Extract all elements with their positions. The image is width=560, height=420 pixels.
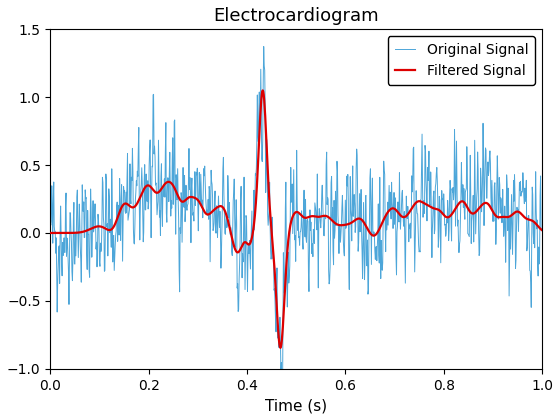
Original Signal — [538, 227, 545, 232]
Filtered Signal — [47, 231, 54, 236]
Legend: Original Signal, Filtered Signal: Original Signal, Filtered Signal — [388, 36, 535, 85]
Filtered Signal — [264, 155, 270, 160]
Line: Filtered Signal: Filtered Signal — [50, 90, 542, 348]
Original Signal — [47, 220, 54, 225]
Filtered Signal — [97, 224, 104, 229]
X-axis label: Time (s): Time (s) — [265, 398, 327, 413]
Filtered Signal — [431, 206, 438, 211]
Filtered Signal — [440, 212, 446, 217]
Filtered Signal — [538, 227, 545, 232]
Filtered Signal — [259, 88, 266, 93]
Title: Electrocardiogram: Electrocardiogram — [213, 7, 379, 25]
Line: Original Signal: Original Signal — [50, 47, 542, 417]
Original Signal — [260, 44, 267, 49]
Filtered Signal — [385, 209, 392, 214]
Original Signal — [431, 231, 438, 236]
Original Signal — [246, 251, 253, 256]
Original Signal — [385, 201, 392, 206]
Original Signal — [264, 147, 270, 152]
Original Signal — [97, 241, 104, 246]
Filtered Signal — [277, 345, 284, 350]
Original Signal — [440, 210, 446, 215]
Filtered Signal — [246, 242, 253, 247]
Original Signal — [279, 414, 286, 419]
